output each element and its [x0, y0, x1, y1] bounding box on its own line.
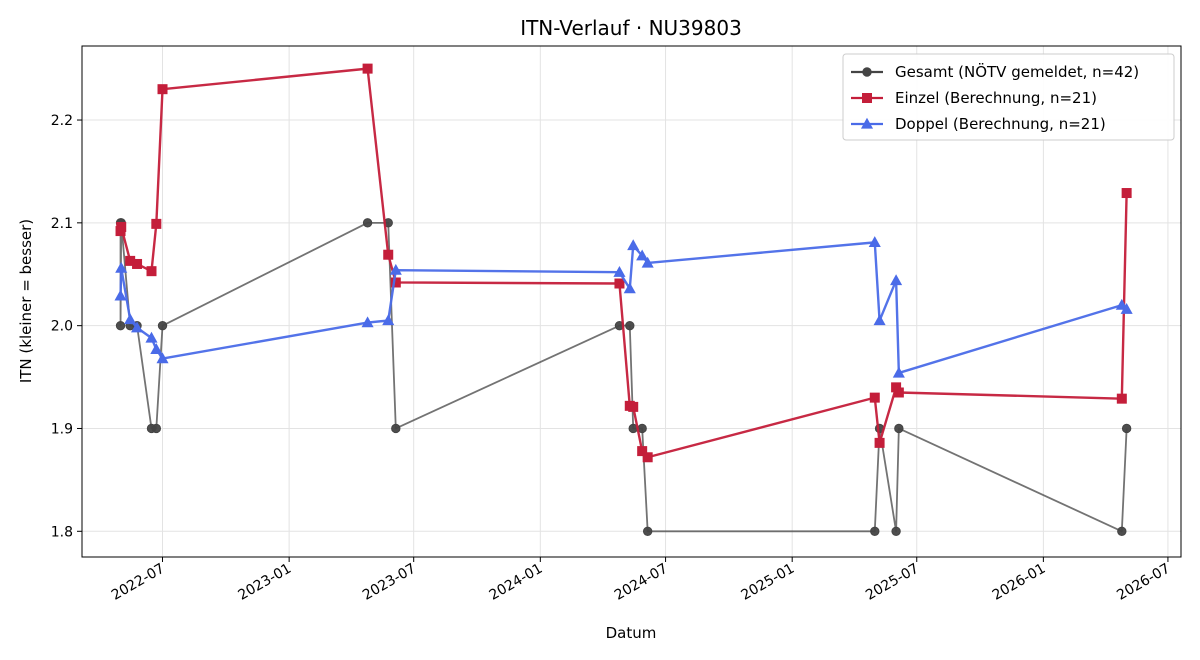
data-point — [868, 236, 881, 248]
data-point — [870, 526, 880, 536]
data-point — [151, 423, 162, 434]
data-point — [362, 63, 373, 74]
legend-label: Doppel (Berechnung, n=21) — [895, 115, 1106, 133]
data-point — [625, 320, 635, 331]
legend-marker — [862, 93, 872, 103]
data-point — [892, 366, 905, 378]
data-point — [869, 392, 880, 403]
legend-marker — [862, 67, 872, 77]
data-point — [637, 446, 648, 457]
data-point — [642, 526, 653, 536]
data-point — [614, 278, 625, 289]
data-point — [873, 314, 886, 326]
y-tick-label: 2.2 — [51, 113, 73, 129]
legend-label: Gesamt (NÖTV gemeldet, n=42) — [895, 62, 1139, 81]
legend-frame — [842, 53, 1175, 141]
y-axis-label: ITN (kleiner = besser) — [17, 219, 35, 383]
data-point — [131, 321, 144, 333]
data-point — [391, 423, 401, 434]
series-square — [115, 63, 1132, 463]
data-point — [157, 320, 168, 331]
y-tick-label: 2.1 — [51, 216, 73, 232]
data-point — [894, 423, 904, 434]
legend: Gesamt (NÖTV gemeldet, n=42) Einzel (Bere… — [842, 53, 1175, 141]
legend-marker — [860, 117, 874, 129]
y-tick-label: 1.9 — [51, 421, 73, 437]
data-point — [642, 452, 653, 463]
series-triangle — [114, 236, 1133, 378]
data-point — [1120, 302, 1133, 314]
data-point — [1117, 526, 1127, 536]
series-layer — [114, 63, 1133, 536]
data-point — [124, 313, 137, 325]
data-point — [1121, 423, 1132, 434]
data-point — [145, 331, 158, 343]
legend-entry: Einzel (Berechnung, n=21) — [851, 89, 1097, 107]
legend-label: Einzel (Berechnung, n=21) — [895, 89, 1097, 107]
data-point — [628, 401, 639, 412]
data-point — [151, 218, 162, 229]
data-point — [613, 265, 626, 277]
data-point — [156, 352, 169, 364]
y-tick-label: 2.0 — [51, 319, 73, 335]
data-point — [150, 343, 163, 354]
data-point — [115, 261, 128, 273]
legend-entry: Gesamt (NÖTV gemeldet, n=42) — [851, 62, 1139, 81]
data-point — [1115, 298, 1128, 310]
data-point — [362, 218, 373, 228]
data-point — [1116, 393, 1127, 404]
data-point — [623, 282, 636, 294]
data-point — [382, 314, 395, 326]
data-point — [890, 274, 903, 286]
data-point — [383, 249, 394, 260]
y-tick-label: 1.8 — [51, 524, 73, 540]
data-point — [641, 256, 654, 268]
data-point — [157, 84, 168, 95]
data-point — [114, 289, 127, 301]
legend-entry: Doppel (Berechnung, n=21) — [851, 115, 1106, 133]
data-point — [389, 263, 402, 275]
plot-area-frame — [81, 45, 1182, 558]
data-point — [146, 266, 157, 277]
x-axis-label: Datum — [606, 624, 657, 642]
data-point — [891, 526, 901, 536]
data-point — [627, 239, 640, 251]
data-point — [361, 316, 374, 328]
chart-title: ITN-Verlauf · NU39803 — [520, 16, 742, 40]
data-point — [636, 249, 649, 261]
data-point — [116, 221, 127, 232]
data-point — [1121, 188, 1132, 199]
data-point — [132, 258, 143, 269]
data-point — [893, 387, 904, 398]
data-point — [874, 437, 885, 448]
data-point — [115, 320, 126, 331]
